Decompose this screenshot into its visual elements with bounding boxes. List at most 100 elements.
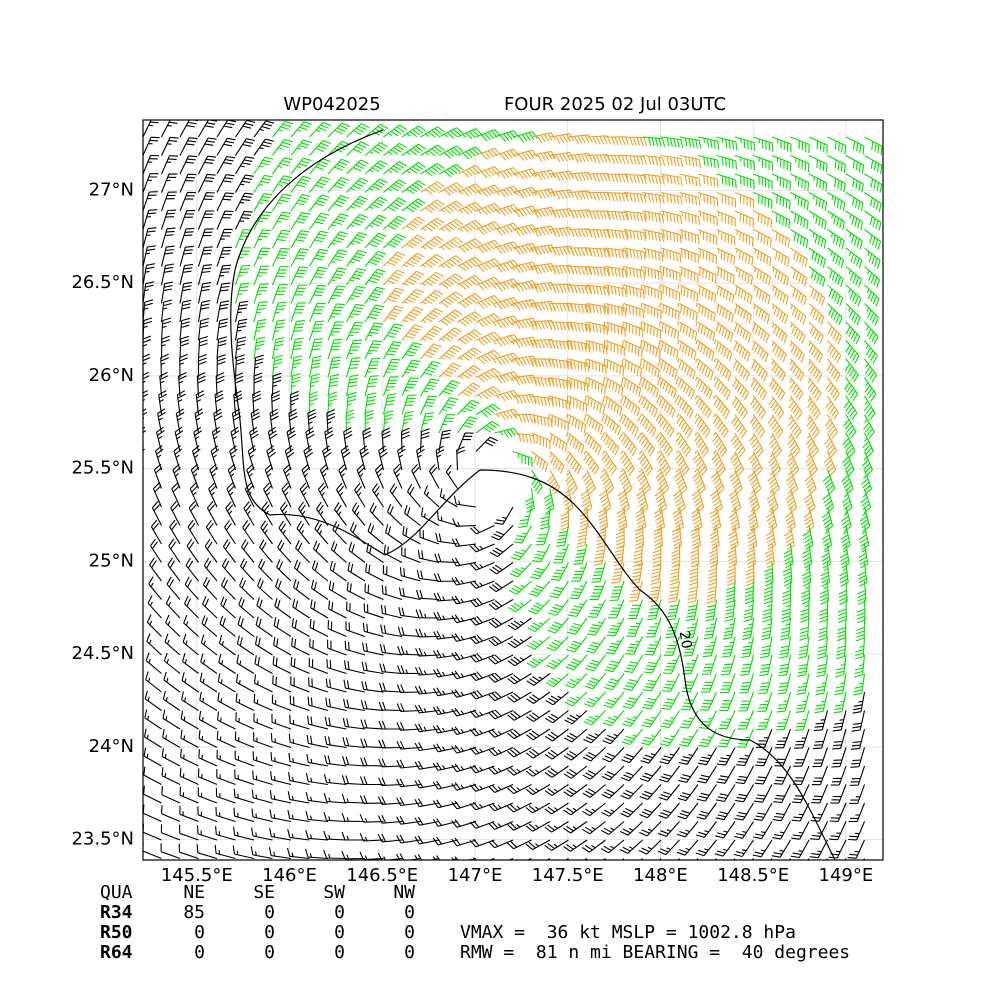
- wind-barb: [150, 538, 162, 563]
- wind-barb: [512, 450, 533, 467]
- wind-barb: [783, 543, 794, 569]
- wind-barb: [730, 432, 746, 458]
- wind-barb: [364, 142, 388, 156]
- wind-barb: [621, 358, 643, 378]
- wind-barb: [197, 300, 211, 323]
- wind-barb: [169, 519, 181, 545]
- wind-barb: [263, 482, 273, 508]
- wind-barb: [647, 599, 662, 621]
- wind-barb: [272, 675, 292, 693]
- wind-barb: [257, 577, 273, 600]
- wind-barb: [175, 408, 185, 434]
- wind-barb: [475, 294, 501, 309]
- wind-barb: [420, 217, 445, 232]
- wind-barb: [674, 395, 694, 419]
- wind-barb: [771, 340, 787, 363]
- wind-barb: [143, 785, 162, 804]
- wind-barb: [346, 213, 368, 230]
- table-cell: 0: [194, 922, 205, 943]
- wind-barb: [573, 543, 588, 565]
- wind-barb: [753, 229, 772, 248]
- wind-barb: [623, 173, 647, 184]
- wind-barb: [827, 284, 844, 307]
- wind-barb: [290, 230, 310, 249]
- wind-barb: [451, 576, 477, 586]
- wind-barb: [659, 765, 680, 783]
- wind-barb: [861, 469, 873, 495]
- wind-barb: [600, 468, 615, 495]
- wind-barb: [746, 525, 758, 550]
- wind-barb: [493, 278, 520, 292]
- wind-barb: [287, 772, 310, 786]
- wind-barb: [677, 802, 699, 820]
- wind-barb: [582, 839, 606, 853]
- wind-barb: [216, 730, 236, 749]
- wind-barb: [253, 301, 268, 323]
- wind-barb: [356, 463, 366, 489]
- wind-barb: [731, 395, 748, 420]
- wind-barb: [626, 617, 644, 637]
- wind-barb: [149, 557, 162, 582]
- wind-barb: [243, 501, 255, 526]
- wind-barb: [327, 249, 348, 267]
- contours: [230, 129, 836, 860]
- wind-barb: [829, 802, 847, 822]
- wind-barb: [680, 691, 699, 711]
- wind-barb: [488, 636, 514, 647]
- wind-barb: [160, 317, 172, 341]
- wind-barb: [845, 229, 863, 250]
- wind-barb: [842, 432, 856, 458]
- wind-barb: [660, 710, 680, 729]
- wind-barb: [635, 487, 649, 514]
- wind-barb: [763, 580, 773, 605]
- wind-barb: [272, 656, 292, 674]
- wind-barb: [457, 382, 481, 397]
- wind-barb: [579, 506, 589, 532]
- wind-barb: [179, 335, 189, 360]
- wind-barb: [432, 855, 458, 860]
- wind-barb: [364, 392, 377, 415]
- wind-barb: [475, 202, 501, 216]
- wind-barb: [808, 136, 828, 154]
- wind-barb: [829, 821, 847, 841]
- wind-barb: [198, 749, 218, 767]
- wind-barb: [182, 653, 199, 674]
- wind-barb: [771, 229, 791, 248]
- wind-barb: [216, 336, 227, 360]
- wind-barb: [531, 432, 551, 450]
- wind-barb: [382, 410, 394, 434]
- wind-barb: [290, 656, 310, 675]
- wind-barb: [457, 347, 482, 361]
- wind-barb: [488, 617, 514, 629]
- wind-barb: [658, 784, 680, 801]
- wind-barb: [566, 413, 587, 434]
- wind-barb: [817, 636, 829, 660]
- wind-barb: [396, 684, 421, 693]
- wind-barb: [438, 345, 462, 360]
- wind-barb: [827, 210, 845, 231]
- wind-barb: [401, 410, 414, 434]
- wind-barb: [251, 827, 273, 841]
- wind-barb: [451, 726, 477, 736]
- wind-barb: [216, 246, 232, 267]
- wind-barb: [381, 585, 403, 601]
- wind-barb: [235, 174, 254, 193]
- x-tick-label: 146°E: [262, 865, 317, 886]
- wind-barb: [269, 828, 292, 841]
- wind-barb: [565, 432, 585, 455]
- wind-barb: [307, 696, 329, 712]
- wind-barb: [160, 155, 179, 175]
- wind-barb: [451, 538, 477, 547]
- wind-barb: [566, 358, 590, 373]
- wind-barb: [469, 671, 495, 682]
- wind-barb: [143, 245, 156, 267]
- wind-barb: [753, 191, 773, 209]
- wind-barb: [303, 445, 314, 471]
- wind-barb: [415, 666, 440, 676]
- wind-barb: [526, 691, 551, 704]
- wind-barb: [383, 287, 405, 304]
- table-header: QUA: [100, 882, 133, 903]
- wind-barb: [787, 414, 802, 439]
- wind-barb: [179, 173, 197, 193]
- wind-barb: [469, 525, 495, 535]
